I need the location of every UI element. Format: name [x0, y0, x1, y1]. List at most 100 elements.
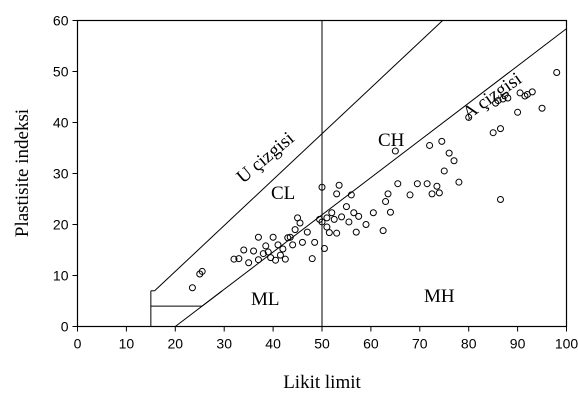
data-point-28 [308, 255, 316, 263]
data-point-69 [465, 113, 473, 121]
data-point-3 [230, 255, 238, 263]
data-point-12 [264, 248, 272, 256]
data-point-66 [445, 149, 453, 157]
data-point-7 [250, 247, 258, 255]
data-point-8 [254, 256, 262, 264]
data-point-68 [455, 178, 463, 186]
data-point-78 [516, 89, 524, 97]
data-point-54 [386, 208, 394, 216]
data-point-41 [335, 181, 343, 189]
data-point-23 [291, 226, 299, 234]
data-point-48 [355, 212, 363, 220]
data-point-42 [338, 213, 346, 221]
data-point-49 [362, 221, 370, 228]
data-point-61 [428, 190, 436, 198]
data-point-44 [345, 218, 353, 226]
u-line [154, 20, 443, 292]
y-tick-label-20: 20 [53, 217, 69, 233]
x-axis: 0 10 20 30 40 50 60 70 80 90 100 [74, 326, 578, 352]
region-label-mh: MH [424, 286, 455, 307]
data-point-50 [369, 209, 377, 217]
x-tick-label-70: 70 [412, 336, 428, 352]
data-point-27 [303, 228, 311, 236]
y-tick-label-40: 40 [53, 115, 69, 131]
data-point-4 [235, 255, 243, 263]
x-tick-label-40: 40 [265, 336, 281, 352]
region-label-ml: ML [251, 289, 280, 310]
data-point-36 [325, 229, 333, 237]
y-tick-label-0: 0 [61, 319, 69, 335]
data-point-32 [318, 218, 326, 226]
data-point-59 [423, 180, 431, 188]
data-point-81 [528, 88, 536, 96]
x-tick-label-30: 30 [216, 336, 232, 352]
data-point-55 [391, 147, 399, 155]
data-point-25 [296, 219, 304, 227]
data-point-76 [504, 94, 512, 102]
data-point-38 [330, 215, 338, 223]
x-tick-label-80: 80 [461, 336, 477, 352]
x-tick-label-60: 60 [363, 336, 379, 352]
x-axis-title: Likit limit [283, 372, 361, 393]
data-point-39 [333, 190, 341, 198]
data-point-37 [328, 209, 336, 217]
x-tick-label-100: 100 [555, 336, 578, 352]
data-point-0 [188, 284, 196, 292]
x-tick-label-50: 50 [314, 336, 330, 352]
data-point-15 [272, 256, 280, 264]
data-point-83 [553, 69, 561, 77]
x-tick-label-0: 0 [74, 336, 82, 352]
data-point-65 [440, 167, 448, 175]
data-point-57 [406, 191, 414, 199]
data-point-10 [259, 250, 267, 258]
data-point-31 [318, 183, 326, 191]
y-axis-title: Plastisite indeksi [12, 109, 33, 237]
data-point-82 [538, 104, 546, 112]
region-label-cl: CL [271, 183, 295, 204]
data-point-5 [240, 246, 248, 254]
data-point-14 [269, 233, 277, 241]
data-point-6 [245, 259, 253, 267]
data-point-70 [489, 129, 497, 137]
data-point-9 [254, 233, 262, 241]
data-point-18 [279, 245, 287, 253]
data-point-64 [438, 137, 446, 145]
data-point-2 [198, 267, 206, 275]
data-point-21 [286, 233, 294, 241]
x-tick-label-20: 20 [168, 336, 184, 352]
data-point-19 [281, 255, 289, 263]
data-point-34 [323, 223, 331, 231]
y-tick-label-30: 30 [53, 166, 69, 182]
data-point-73 [496, 125, 504, 133]
region-label-ch: CH [378, 130, 405, 151]
x-tick-label-90: 90 [510, 336, 526, 352]
data-point-47 [352, 228, 360, 236]
data-point-75 [499, 95, 507, 103]
data-point-58 [413, 180, 421, 188]
y-tick-label-10: 10 [53, 268, 69, 284]
u-line-label: U çizgisi [233, 128, 299, 188]
data-point-53 [384, 190, 392, 198]
data-point-35 [323, 214, 331, 222]
a-line [174, 28, 567, 327]
a-line-label: A çizgisi [459, 68, 526, 124]
data-point-45 [347, 191, 355, 199]
data-point-56 [394, 180, 402, 188]
y-tick-label-60: 60 [53, 13, 69, 29]
cl-ml-line-a-segment [201, 290, 223, 307]
y-axis: 0 10 20 30 40 50 60 [53, 13, 78, 335]
data-point-46 [350, 209, 358, 217]
data-point-62 [433, 182, 441, 190]
data-point-77 [514, 108, 522, 116]
data-point-29 [311, 238, 319, 246]
y-tick-label-50: 50 [53, 64, 69, 80]
data-point-17 [276, 251, 284, 259]
data-point-63 [435, 189, 443, 197]
data-point-52 [382, 198, 390, 206]
data-point-60 [426, 141, 434, 149]
data-point-51 [379, 227, 387, 235]
data-point-22 [289, 241, 297, 249]
data-point-67 [450, 157, 458, 165]
data-point-74 [496, 196, 504, 204]
